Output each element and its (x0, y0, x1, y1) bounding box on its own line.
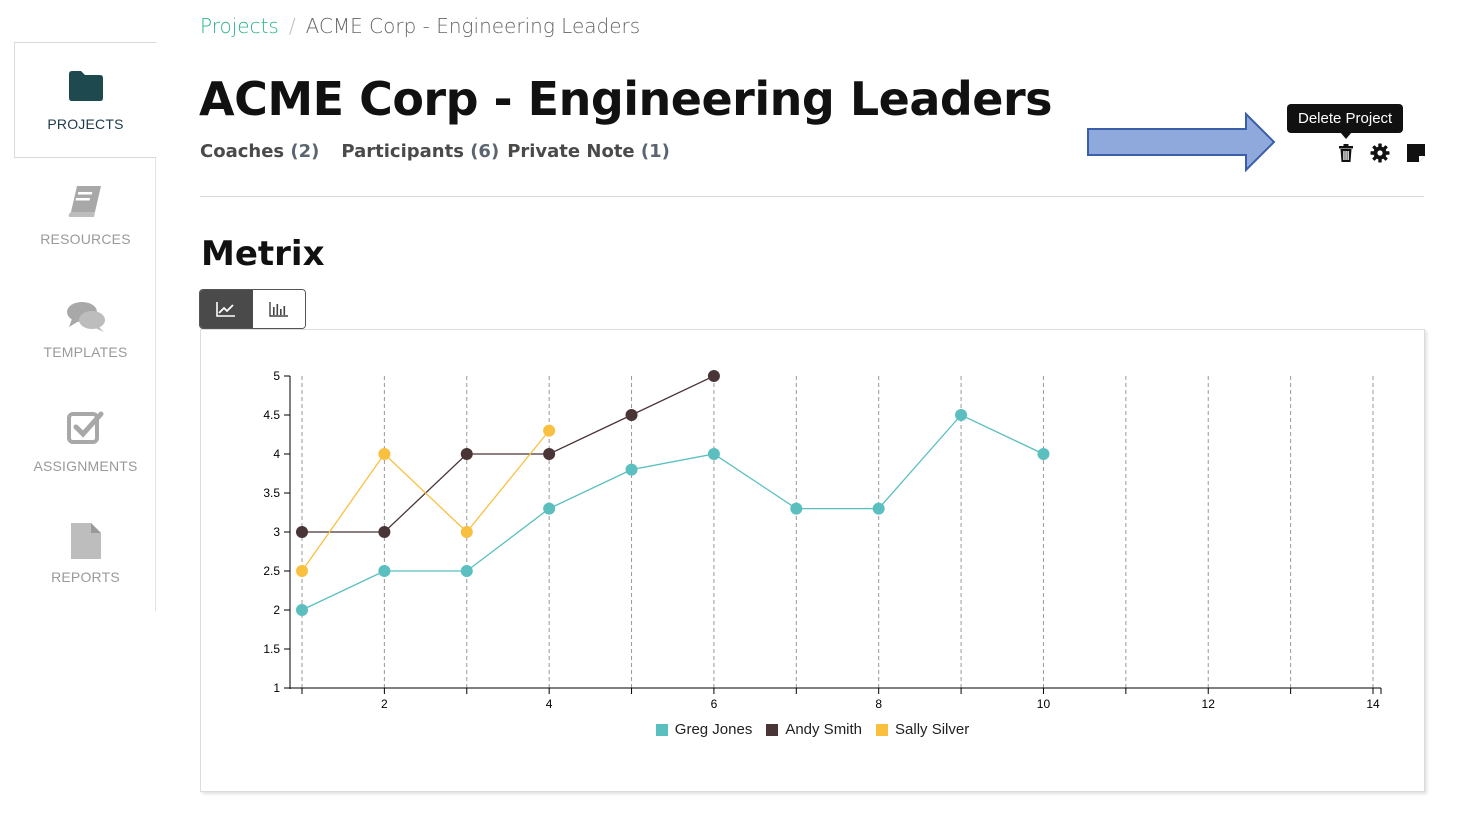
page-title: ACME Corp - Engineering Leaders (199, 72, 1053, 126)
data-point (1037, 448, 1050, 460)
sidebar: PROJECTS RESOURCES TEMPLATES ASSIGNMENTS (14, 42, 157, 612)
data-point (296, 526, 308, 538)
data-point (543, 502, 556, 515)
sidebar-item-resources[interactable]: RESOURCES (14, 160, 157, 274)
sidebar-item-label: TEMPLATES (43, 344, 128, 360)
series-line (301, 430, 550, 572)
coaches-label: Coaches (200, 141, 285, 162)
sidebar-item-label: ASSIGNMENTS (33, 458, 138, 474)
line-chart-icon (216, 302, 236, 317)
participants-count: (6) (470, 141, 500, 162)
x-tick-label: 6 (711, 697, 718, 711)
breadcrumb: Projects / ACME Corp - Engineering Leaders (200, 14, 640, 38)
private-note-count: (1) (640, 141, 670, 162)
data-point (378, 448, 391, 460)
checkbox-icon (66, 411, 103, 444)
y-tick-label: 2 (273, 603, 280, 617)
coaches-count: (2) (290, 141, 320, 162)
breadcrumb-separator: / (288, 14, 296, 38)
data-point (543, 424, 556, 437)
sidebar-border (155, 157, 156, 611)
chat-bubbles-icon (66, 302, 105, 332)
bar-chart-icon (269, 302, 288, 317)
data-point (460, 526, 473, 538)
data-point (872, 502, 885, 515)
trash-icon[interactable] (1336, 143, 1356, 163)
sidebar-item-label: REPORTS (51, 569, 120, 585)
data-point (296, 565, 308, 577)
coaches-link[interactable]: Coaches (2) (200, 141, 319, 162)
breadcrumb-projects-link[interactable]: Projects (200, 14, 279, 38)
header-divider (200, 196, 1424, 197)
y-tick-label: 4 (273, 447, 280, 461)
sidebar-item-label: PROJECTS (47, 116, 124, 132)
data-point (378, 565, 391, 577)
data-point (543, 448, 556, 460)
metrics-line-chart: 1 1.5 2 2.5 3 3.5 4 4.5 5 2 4 6 8 10 12 14 (263, 369, 1382, 711)
x-tick-label: 10 (1037, 697, 1051, 711)
x-tick-label: 12 (1202, 697, 1216, 711)
chart-legend: Greg Jones Andy Smith Sally Silver (201, 721, 1424, 738)
y-tick-label: 1 (273, 681, 280, 695)
data-point (707, 448, 720, 460)
metrics-chart-card: 1 1.5 2 2.5 3 3.5 4 4.5 5 2 4 6 8 10 12 14 Greg Jones An… (200, 329, 1425, 792)
y-tick-label: 1.5 (263, 642, 280, 656)
sidebar-item-projects[interactable]: PROJECTS (14, 42, 157, 158)
legend-swatch (655, 723, 668, 736)
line-chart-view-button[interactable] (200, 290, 253, 328)
data-point (296, 604, 308, 616)
sidebar-item-reports[interactable]: REPORTS (14, 502, 157, 616)
legend-item[interactable]: Greg Jones (655, 721, 753, 738)
y-tick-label: 2.5 (263, 564, 280, 578)
legend-label: Greg Jones (674, 721, 753, 738)
data-point (460, 565, 473, 577)
legend-label: Andy Smith (785, 721, 863, 738)
series-line (301, 414, 1044, 611)
gear-icon[interactable] (1370, 143, 1390, 163)
data-point (707, 370, 720, 382)
x-tick-label: 2 (381, 697, 388, 711)
y-tick-label: 5 (273, 369, 280, 383)
document-icon (70, 523, 101, 559)
y-tick-label: 4.5 (263, 408, 280, 422)
legend-swatch (876, 723, 889, 736)
tooltip-pointer (1340, 132, 1352, 139)
project-subnav: Coaches (2) Participants (6) Private Note … (200, 141, 670, 162)
book-icon (68, 186, 101, 217)
chart-view-toggle (199, 289, 306, 329)
delete-tooltip: Delete Project (1287, 104, 1404, 133)
annotation-arrow-icon (1087, 112, 1276, 173)
legend-swatch (766, 723, 779, 736)
private-note-label: Private Note (507, 141, 635, 162)
bar-chart-view-button[interactable] (252, 290, 305, 328)
data-point (460, 448, 473, 460)
y-tick-label: 3 (273, 525, 280, 539)
series-line (302, 375, 715, 533)
legend-label: Sally Silver (895, 721, 970, 738)
data-point (790, 502, 803, 515)
note-icon[interactable] (1406, 143, 1426, 163)
breadcrumb-current: ACME Corp - Engineering Leaders (305, 14, 641, 38)
metrics-title: Metrix (201, 234, 325, 274)
legend-item[interactable]: Andy Smith (766, 721, 862, 738)
data-point (625, 409, 638, 421)
legend-item[interactable]: Sally Silver (876, 721, 969, 738)
sidebar-item-label: RESOURCES (40, 231, 131, 247)
x-tick-label: 14 (1366, 697, 1380, 711)
participants-link[interactable]: Participants (6) (341, 141, 499, 162)
x-tick-label: 8 (875, 697, 882, 711)
data-point (378, 526, 391, 538)
sidebar-item-templates[interactable]: TEMPLATES (14, 274, 157, 388)
participants-label: Participants (341, 141, 464, 162)
folder-icon (68, 71, 103, 101)
data-point (625, 463, 638, 476)
x-tick-label: 4 (546, 697, 553, 711)
private-note-link[interactable]: Private Note (1) (507, 141, 670, 162)
y-tick-label: 3.5 (263, 486, 280, 500)
sidebar-item-assignments[interactable]: ASSIGNMENTS (14, 388, 157, 502)
data-point (955, 409, 968, 421)
